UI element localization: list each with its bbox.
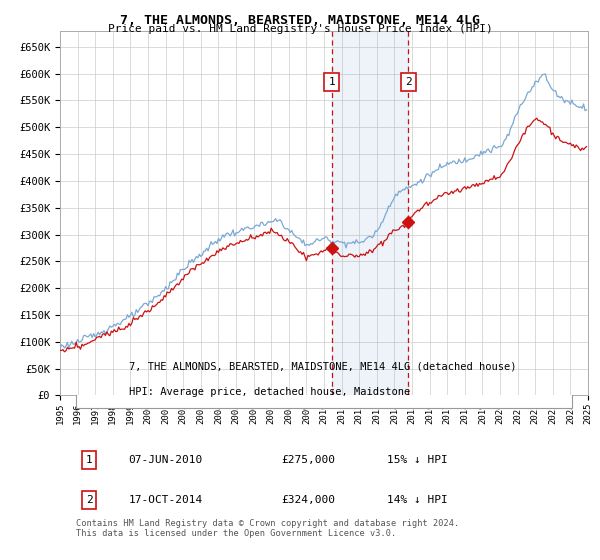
Text: 7, THE ALMONDS, BEARSTED, MAIDSTONE, ME14 4LG: 7, THE ALMONDS, BEARSTED, MAIDSTONE, ME1… — [120, 14, 480, 27]
Text: 07-JUN-2010: 07-JUN-2010 — [128, 455, 203, 465]
Text: 1: 1 — [328, 77, 335, 87]
Text: 2: 2 — [405, 77, 412, 87]
Text: £275,000: £275,000 — [282, 455, 336, 465]
FancyBboxPatch shape — [76, 352, 572, 408]
Text: 14% ↓ HPI: 14% ↓ HPI — [388, 494, 448, 505]
Text: 15% ↓ HPI: 15% ↓ HPI — [388, 455, 448, 465]
Text: 17-OCT-2014: 17-OCT-2014 — [128, 494, 203, 505]
Text: Price paid vs. HM Land Registry's House Price Index (HPI): Price paid vs. HM Land Registry's House … — [107, 24, 493, 34]
Text: 7, THE ALMONDS, BEARSTED, MAIDSTONE, ME14 4LG (detached house): 7, THE ALMONDS, BEARSTED, MAIDSTONE, ME1… — [128, 361, 516, 371]
Text: Contains HM Land Registry data © Crown copyright and database right 2024.
This d: Contains HM Land Registry data © Crown c… — [76, 519, 459, 538]
Text: £324,000: £324,000 — [282, 494, 336, 505]
Text: HPI: Average price, detached house, Maidstone: HPI: Average price, detached house, Maid… — [128, 388, 410, 397]
Text: 1: 1 — [86, 455, 92, 465]
Bar — [332, 31, 409, 395]
Text: 2: 2 — [86, 494, 92, 505]
